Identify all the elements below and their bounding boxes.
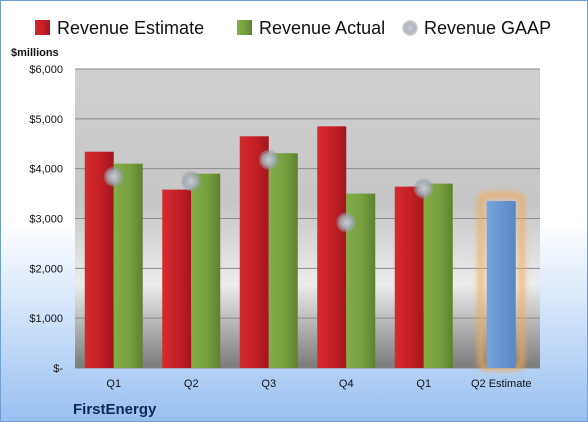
y-tick-label: $1,000 xyxy=(29,313,63,325)
x-tick-label: Q1 xyxy=(106,378,121,390)
x-tick-label: Q3 xyxy=(261,378,276,390)
legend-label-actual: Revenue Actual xyxy=(259,18,385,38)
legend-label-gaap: Revenue GAAP xyxy=(424,18,551,38)
bar-revenue-actual xyxy=(423,183,453,368)
gridlines xyxy=(75,68,540,369)
marker-revenue-gaap xyxy=(413,178,434,199)
x-axis-ticks: Q1 Q2 Q3 Q4 Q1 Q2 Estimate xyxy=(106,378,531,390)
y-tick-label: $3,000 xyxy=(29,214,63,226)
bar-revenue-estimate xyxy=(394,186,424,368)
legend-swatch-actual xyxy=(237,20,252,35)
x-tick-label: Q1 xyxy=(416,378,431,390)
bar-revenue-actual xyxy=(113,163,143,368)
bar-revenue-estimate xyxy=(162,189,192,368)
bar-q2-estimate xyxy=(486,201,516,368)
x-tick-label: Q2 Estimate xyxy=(471,378,532,390)
bar-revenue-estimate xyxy=(84,151,114,368)
y-axis-label: $millions xyxy=(11,47,59,59)
legend-label-estimate: Revenue Estimate xyxy=(57,18,204,38)
marker-revenue-gaap xyxy=(336,212,357,233)
bar-revenue-actual xyxy=(268,153,298,368)
marker-revenue-gaap xyxy=(258,149,279,170)
company-name: FirstEnergy xyxy=(73,401,157,418)
legend-swatch-gaap xyxy=(402,20,418,36)
marker-revenue-gaap xyxy=(103,166,124,187)
marker-revenue-gaap xyxy=(181,171,202,192)
x-tick-label: Q2 xyxy=(184,378,199,390)
bar-revenue-actual xyxy=(191,173,221,368)
legend-swatch-estimate xyxy=(35,20,50,35)
legend: Revenue Estimate Revenue Actual Revenue … xyxy=(35,18,551,38)
bars xyxy=(84,126,525,371)
y-axis-ticks: $- $1,000 $2,000 $3,000 $4,000 $5,000 $6,000 xyxy=(29,64,63,375)
gaap-markers xyxy=(103,149,434,233)
bar-revenue-estimate xyxy=(239,136,269,368)
y-tick-label: $5,000 xyxy=(29,114,63,126)
y-tick-label: $2,000 xyxy=(29,263,63,275)
y-tick-label: $6,000 xyxy=(29,64,63,76)
bar-revenue-estimate xyxy=(317,126,347,368)
x-tick-label: Q4 xyxy=(339,378,354,390)
y-tick-label: $4,000 xyxy=(29,164,63,176)
y-tick-label: $- xyxy=(53,363,63,375)
